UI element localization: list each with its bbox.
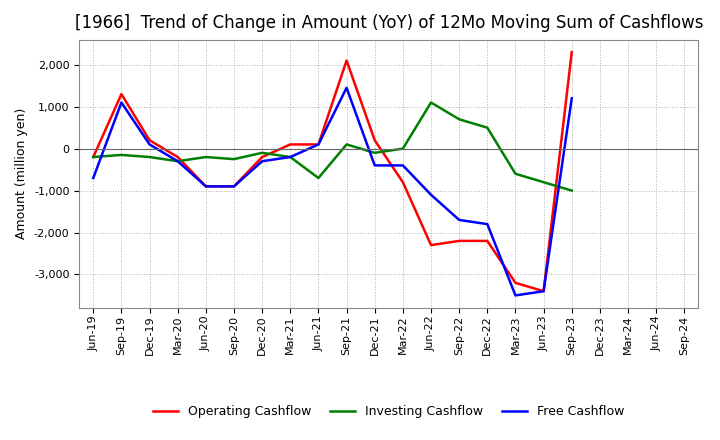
Operating Cashflow (89, 154, 98, 160)
Free Cashflow (342, 85, 351, 91)
Free Cashflow (370, 163, 379, 168)
Investing Cashflow (286, 154, 294, 160)
Line: Investing Cashflow: Investing Cashflow (94, 103, 572, 191)
Operating Cashflow (511, 280, 520, 286)
Investing Cashflow (342, 142, 351, 147)
Free Cashflow (567, 95, 576, 101)
Investing Cashflow (399, 146, 408, 151)
Free Cashflow (286, 154, 294, 160)
Free Cashflow (258, 158, 266, 164)
Free Cashflow (539, 289, 548, 294)
Legend: Operating Cashflow, Investing Cashflow, Free Cashflow: Operating Cashflow, Investing Cashflow, … (148, 400, 629, 423)
Investing Cashflow (117, 152, 126, 158)
Free Cashflow (230, 184, 238, 189)
Investing Cashflow (258, 150, 266, 155)
Free Cashflow (455, 217, 464, 223)
Free Cashflow (399, 163, 408, 168)
Free Cashflow (511, 293, 520, 298)
Operating Cashflow (399, 180, 408, 185)
Operating Cashflow (539, 289, 548, 294)
Operating Cashflow (174, 154, 182, 160)
Free Cashflow (427, 192, 436, 198)
Investing Cashflow (511, 171, 520, 176)
Investing Cashflow (567, 188, 576, 193)
Investing Cashflow (314, 176, 323, 181)
Operating Cashflow (342, 58, 351, 63)
Free Cashflow (117, 100, 126, 105)
Operating Cashflow (258, 154, 266, 160)
Investing Cashflow (202, 154, 210, 160)
Operating Cashflow (483, 238, 492, 244)
Investing Cashflow (145, 154, 154, 160)
Investing Cashflow (455, 117, 464, 122)
Operating Cashflow (455, 238, 464, 244)
Operating Cashflow (202, 184, 210, 189)
Operating Cashflow (230, 184, 238, 189)
Operating Cashflow (286, 142, 294, 147)
Investing Cashflow (89, 154, 98, 160)
Free Cashflow (202, 184, 210, 189)
Investing Cashflow (483, 125, 492, 130)
Investing Cashflow (174, 158, 182, 164)
Free Cashflow (89, 176, 98, 181)
Free Cashflow (145, 142, 154, 147)
Operating Cashflow (314, 142, 323, 147)
Operating Cashflow (567, 50, 576, 55)
Investing Cashflow (539, 180, 548, 185)
Line: Operating Cashflow: Operating Cashflow (94, 52, 572, 291)
Line: Free Cashflow: Free Cashflow (94, 88, 572, 295)
Operating Cashflow (117, 92, 126, 97)
Operating Cashflow (145, 138, 154, 143)
Y-axis label: Amount (million yen): Amount (million yen) (15, 108, 28, 239)
Free Cashflow (314, 142, 323, 147)
Investing Cashflow (427, 100, 436, 105)
Investing Cashflow (230, 157, 238, 162)
Investing Cashflow (370, 150, 379, 155)
Operating Cashflow (427, 242, 436, 248)
Operating Cashflow (370, 138, 379, 143)
Free Cashflow (483, 221, 492, 227)
Title: [1966]  Trend of Change in Amount (YoY) of 12Mo Moving Sum of Cashflows: [1966] Trend of Change in Amount (YoY) o… (75, 15, 703, 33)
Free Cashflow (174, 158, 182, 164)
